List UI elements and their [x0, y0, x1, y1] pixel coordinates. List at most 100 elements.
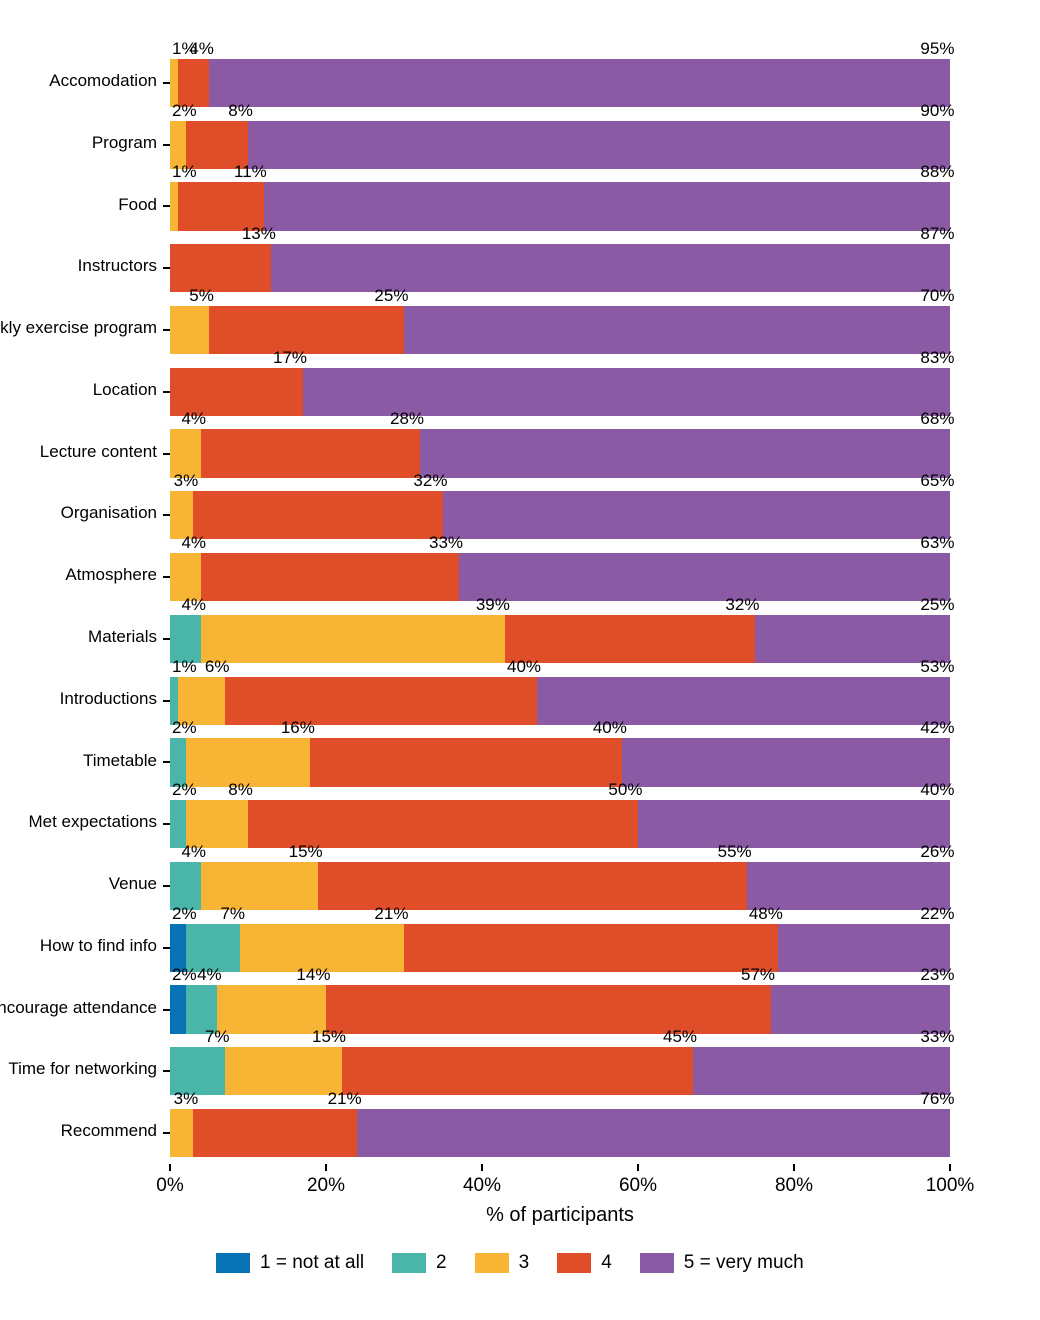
bar-value-label: 53%	[920, 657, 954, 677]
bar-segment	[310, 738, 622, 786]
bar-segment	[201, 862, 318, 910]
bar-value-label: 2%	[172, 101, 197, 121]
bar-segment	[264, 182, 950, 230]
bar-value-label: 87%	[920, 224, 954, 244]
bar-value-label: 25%	[920, 595, 954, 615]
x-axis-title: % of participants	[170, 1204, 950, 1227]
bar-segment	[357, 1109, 950, 1157]
bar-segment	[693, 1047, 950, 1095]
bar-value-label: 4%	[189, 39, 214, 59]
bar-segment	[271, 244, 950, 292]
legend-label: 4	[601, 1252, 612, 1274]
bar-value-label: 1%	[172, 162, 197, 182]
bar-value-label: 65%	[920, 471, 954, 491]
bar-segment	[404, 306, 950, 354]
page: Accomodation1%4%95%Program2%8%90%Food1%1…	[0, 0, 1040, 1320]
bar-value-label: 57%	[741, 965, 775, 985]
x-tick-label: 20%	[307, 1175, 345, 1197]
bar-value-label: 8%	[228, 101, 253, 121]
bar-segment	[459, 553, 950, 601]
bar-segment	[170, 1109, 193, 1157]
category-label: Introductions	[60, 689, 157, 709]
legend-item: 4	[557, 1252, 612, 1274]
bar-segment	[342, 1047, 693, 1095]
category-label: Weekly exercise program	[0, 318, 157, 338]
category-label: Lecture content	[40, 442, 157, 462]
bar-value-label: 5%	[189, 286, 214, 306]
legend-item: 2	[392, 1252, 447, 1274]
bar-segment	[638, 800, 950, 848]
category-label: Instructors	[78, 256, 157, 276]
x-tick-label: 80%	[775, 1175, 813, 1197]
bar-value-label: 33%	[920, 1027, 954, 1047]
legend-item: 5 = very much	[640, 1252, 804, 1274]
bar-segment	[404, 924, 778, 972]
bar-value-label: 15%	[289, 842, 323, 862]
legend-item: 3	[475, 1252, 530, 1274]
bar-value-label: 8%	[228, 780, 253, 800]
category-label: Organisation	[61, 503, 157, 523]
bar-value-label: 40%	[507, 657, 541, 677]
bar-segment	[201, 615, 505, 663]
bar-value-label: 83%	[920, 348, 954, 368]
legend-swatch	[640, 1253, 674, 1273]
category-label: Food	[118, 195, 157, 215]
bar-segment	[622, 738, 950, 786]
bar-value-label: 4%	[181, 595, 206, 615]
bar-value-label: 50%	[608, 780, 642, 800]
x-tick-label: 40%	[463, 1175, 501, 1197]
category-label: Encourage attendance	[0, 998, 157, 1018]
bar-value-label: 3%	[174, 1089, 199, 1109]
bar-segment	[217, 985, 326, 1033]
bar-value-label: 25%	[374, 286, 408, 306]
category-label: Program	[92, 133, 157, 153]
bar-value-label: 40%	[593, 718, 627, 738]
legend-swatch	[392, 1253, 426, 1273]
bar-segment	[170, 306, 209, 354]
category-label: Time for networking	[8, 1059, 157, 1079]
legend-label: 1 = not at all	[260, 1252, 364, 1274]
bar-value-label: 14%	[296, 965, 330, 985]
category-label: Location	[93, 380, 157, 400]
bar-segment	[201, 429, 419, 477]
bar-value-label: 76%	[920, 1089, 954, 1109]
bar-segment	[505, 615, 755, 663]
bar-value-label: 7%	[205, 1027, 230, 1047]
bar-segment	[170, 182, 178, 230]
bar-segment	[443, 491, 950, 539]
bar-value-label: 88%	[920, 162, 954, 182]
bar-segment	[193, 491, 443, 539]
category-label: Timetable	[83, 751, 157, 771]
bar-segment	[201, 553, 458, 601]
bar-value-label: 26%	[920, 842, 954, 862]
bar-value-label: 2%	[172, 780, 197, 800]
bar-segment	[326, 985, 771, 1033]
x-tick-label: 60%	[619, 1175, 657, 1197]
bar-value-label: 4%	[181, 409, 206, 429]
bar-segment	[209, 59, 950, 107]
bar-value-label: 21%	[374, 904, 408, 924]
bar-value-label: 2%	[172, 904, 197, 924]
bar-value-label: 16%	[281, 718, 315, 738]
bar-value-label: 7%	[220, 904, 245, 924]
legend-swatch	[216, 1253, 250, 1273]
bar-value-label: 3%	[174, 471, 199, 491]
bar-value-label: 17%	[273, 348, 307, 368]
bar-value-label: 39%	[476, 595, 510, 615]
bar-value-label: 21%	[328, 1089, 362, 1109]
bar-value-label: 2%	[172, 718, 197, 738]
satisfaction-bar-chart: Accomodation1%4%95%Program2%8%90%Food1%1…	[170, 52, 950, 1164]
legend-label: 3	[519, 1252, 530, 1274]
bar-value-label: 4%	[197, 965, 222, 985]
bar-value-label: 68%	[920, 409, 954, 429]
bar-value-label: 13%	[242, 224, 276, 244]
bar-value-label: 33%	[429, 533, 463, 553]
bar-segment	[170, 244, 271, 292]
bar-value-label: 28%	[390, 409, 424, 429]
bar-value-label: 32%	[725, 595, 759, 615]
bar-segment	[170, 985, 186, 1033]
bar-value-label: 63%	[920, 533, 954, 553]
bar-value-label: 4%	[181, 533, 206, 553]
bar-value-label: 22%	[920, 904, 954, 924]
category-label: Atmosphere	[65, 565, 157, 585]
